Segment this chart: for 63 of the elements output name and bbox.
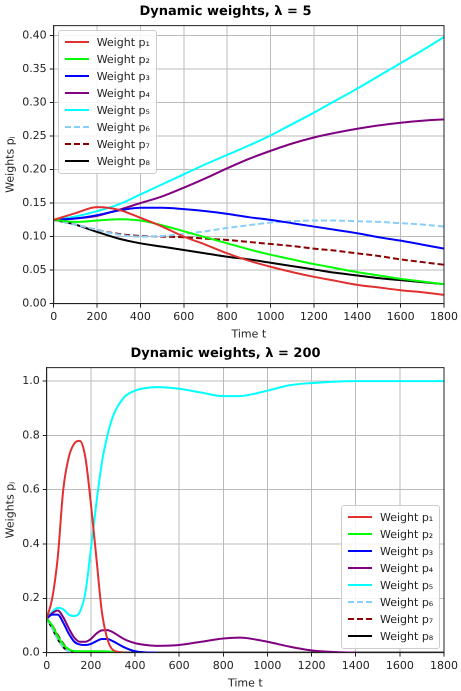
legend-label: Weight p₁	[96, 36, 150, 49]
x-tick-label: 800	[212, 659, 234, 672]
legend-label: Weight p₂	[380, 528, 434, 541]
x-tick-label: 1800	[430, 310, 458, 324]
x-tick-label: 1000	[256, 310, 285, 324]
x-tick-label: 0	[50, 310, 58, 324]
legend-label: Weight p₄	[96, 86, 150, 100]
x-tick-label: 1600	[386, 310, 415, 324]
line-series	[54, 218, 444, 238]
legend-label: Weight p₆	[96, 120, 150, 134]
y-tick-label: 0.6	[22, 482, 40, 496]
x-tick-label: 400	[124, 659, 146, 672]
x-axis-title: Time t	[230, 327, 267, 340]
legend-label: Weight p₇	[96, 138, 150, 151]
line-series	[46, 610, 357, 653]
x-tick-label: 200	[86, 310, 108, 324]
line-series	[54, 206, 444, 296]
chart-title: Dynamic weights, λ = 200	[130, 346, 321, 362]
y-tick-label: 0.05	[22, 262, 47, 276]
legend-label: Weight p₅	[380, 578, 434, 592]
chart-title: Dynamic weights, λ = 5	[139, 4, 312, 20]
y-tick-label: 0.35	[22, 62, 47, 75]
x-tick-label: 1400	[343, 310, 372, 324]
y-tick-label: 0.10	[22, 229, 47, 242]
x-tick-label: 800	[216, 310, 238, 324]
legend-label: Weight p₆	[380, 596, 434, 609]
y-axis-title: Weights pⱼ	[3, 482, 16, 538]
x-tick-label: 1200	[300, 310, 328, 324]
legend-label: Weight p₃	[96, 70, 150, 83]
y-tick-label: 0.00	[22, 296, 47, 310]
y-tick-label: 0.20	[22, 162, 47, 176]
legend-label: Weight p₈	[380, 630, 434, 643]
y-tick-label: 0.4	[22, 536, 40, 550]
y-tick-label: 0.0	[22, 645, 40, 658]
x-tick-label: 0	[43, 659, 50, 672]
legend-label: Weight p₄	[380, 562, 434, 575]
x-tick-label: 1200	[298, 659, 326, 672]
x-tick-label: 400	[130, 310, 151, 324]
legend-label: Weight p₈	[96, 154, 150, 168]
y-tick-label: 0.8	[22, 428, 40, 442]
x-tick-label: 1400	[342, 659, 370, 672]
legend-label: Weight p₂	[96, 52, 150, 66]
x-tick-label: 1800	[430, 659, 458, 672]
x-tick-label: 200	[80, 659, 102, 672]
legend-label: Weight p₅	[96, 104, 150, 117]
y-tick-label: 0.30	[22, 95, 47, 108]
legend-label: Weight p₇	[380, 612, 434, 626]
x-tick-label: 1600	[386, 659, 414, 672]
line-series	[46, 618, 125, 653]
x-tick-label: 1000	[253, 659, 282, 672]
x-tick-label: 600	[173, 310, 194, 324]
legend-label: Weight p₃	[380, 544, 434, 558]
y-tick-label: 1.0	[22, 374, 40, 388]
y-tick-label: 0.2	[22, 591, 40, 604]
y-tick-label: 0.25	[22, 128, 47, 142]
line-series	[46, 614, 158, 653]
x-axis-title: Time t	[226, 676, 264, 690]
x-tick-label: 600	[168, 659, 190, 672]
y-axis-title: Weights pⱼ	[3, 136, 16, 193]
y-tick-label: 0.40	[22, 28, 47, 42]
legend-label: Weight p₁	[380, 510, 434, 524]
y-tick-label: 0.15	[22, 196, 47, 209]
line-series	[46, 440, 125, 653]
